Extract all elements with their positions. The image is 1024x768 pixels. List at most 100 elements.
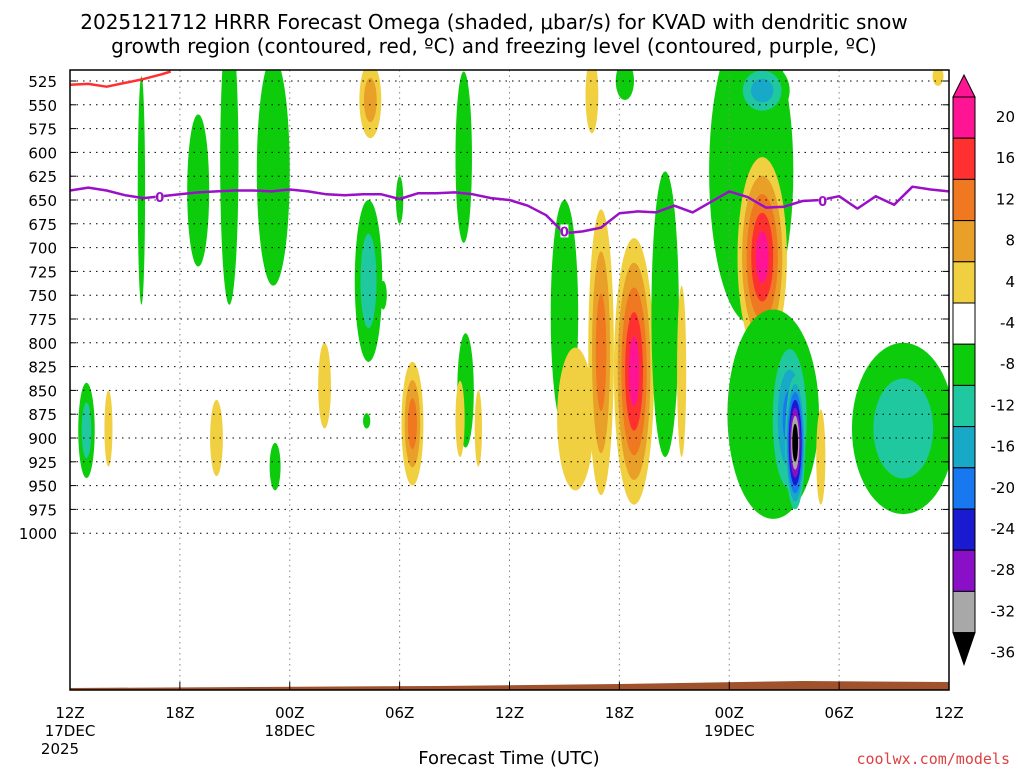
colorbar-label-9: -20	[991, 479, 1016, 497]
colorbar-box-4	[952, 261, 976, 304]
colorbar-label-5: -4	[1000, 314, 1015, 332]
y-tick-label-675: 675	[28, 216, 57, 234]
omega-feature-7-level-0	[269, 442, 281, 491]
x-tick-label-0: 12Z	[55, 704, 84, 722]
colorbar-box-2	[952, 178, 976, 222]
y-tick-label-625: 625	[28, 168, 57, 186]
x-tick-label-1: 18Z	[165, 704, 194, 722]
x-axis-title: Forecast Time (UTC)	[418, 748, 599, 768]
colorbar-box-1	[952, 137, 976, 180]
colorbar-bottom-arrow	[952, 632, 976, 667]
colorbar-box-3	[952, 220, 976, 263]
y-tick-label-775: 775	[28, 311, 57, 329]
y-tick-label-750: 750	[28, 287, 57, 305]
y-tick-label-725: 725	[28, 263, 57, 281]
omega-feature-28-level-4	[755, 231, 769, 284]
freezing-label-bg-0	[155, 190, 164, 204]
colorbar-box-11	[952, 549, 976, 592]
freezing-label-bg-1	[560, 224, 569, 238]
dgz-line	[70, 70, 172, 88]
omega-feature-20-level-0	[557, 347, 594, 491]
colorbar-box-12	[952, 590, 976, 634]
x-tick-date-0: 17DEC	[45, 722, 96, 740]
omega-feature-3-level-0	[187, 114, 210, 267]
colorbar-box-6	[952, 343, 976, 386]
colorbar-label-10: -24	[991, 520, 1016, 538]
omega-feature-0-level-1	[81, 402, 92, 459]
omega-feature-10-level-0	[363, 413, 371, 429]
colorbar-label-6: -8	[1000, 355, 1015, 373]
omega-feature-9-level-1	[360, 233, 377, 329]
chart-title-line2: growth region (contoured, red, ºC) and f…	[111, 34, 877, 58]
y-tick-label-575: 575	[28, 121, 57, 139]
colorbar-top-arrow	[952, 73, 976, 98]
y-tick-label-700: 700	[28, 240, 57, 258]
omega-feature-6-level-0	[256, 70, 290, 286]
x-tick-label-7: 06Z	[824, 704, 853, 722]
contour-lines: 0 0 0	[70, 70, 949, 240]
colorbar-label-8: -16	[991, 438, 1016, 456]
colorbar-label-7: -12	[991, 396, 1016, 414]
omega-feature-4-level-0	[210, 399, 223, 477]
x-tick-label-3: 06Z	[385, 704, 414, 722]
colorbar-box-0	[952, 96, 976, 139]
colorbar-box-7	[952, 384, 976, 428]
y-tick-label-825: 825	[28, 359, 57, 377]
freezing-level-label-0: 0	[155, 191, 164, 206]
omega-feature-11-level-1	[363, 77, 377, 123]
y-axis: 525 550 575 600 625 650 675 700 725 750 775 800 825 8…	[19, 73, 949, 543]
colorbar: 20 16 12 8 4 -4 -8 -12 -16 -20 -24 -28 -32 -36	[952, 73, 1016, 667]
y-tick-label-925: 925	[28, 454, 57, 472]
colorbar-label-11: -28	[991, 561, 1016, 579]
omega-feature-22-level-2	[595, 293, 607, 412]
y-tick-label-525: 525	[28, 73, 57, 91]
y-tick-label-975: 975	[28, 501, 57, 519]
y-tick-label-650: 650	[28, 192, 57, 210]
omega-feature-33-level-0	[816, 409, 826, 505]
x-tick-date-2: 18DEC	[264, 722, 315, 740]
freezing-level-label-2: 0	[818, 195, 827, 210]
omega-feature-26-level-0	[677, 285, 687, 458]
x-tick-date-6: 19DEC	[704, 722, 755, 740]
freezing-level-line	[70, 185, 949, 235]
credit-text: coolwx.com/models	[856, 750, 1010, 768]
omega-feature-21-level-0	[585, 70, 599, 134]
colorbar-box-8	[952, 426, 976, 469]
y-tick-label-1000: 1000	[19, 525, 57, 543]
omega-feature-24-level-4	[628, 336, 640, 406]
freezing-level-label-1: 0	[560, 225, 569, 240]
colorbar-label-0: 20	[996, 108, 1015, 126]
colorbar-label-4: 4	[1005, 273, 1015, 291]
x-tick-label-6: 00Z	[715, 704, 744, 722]
x-tick-label-8: 12Z	[934, 704, 963, 722]
x-tick-label-4: 12Z	[495, 704, 524, 722]
colorbar-label-13: -36	[991, 644, 1016, 662]
colorbar-label-12: -32	[991, 602, 1016, 620]
y-tick-label-900: 900	[28, 430, 57, 448]
omega-feature-29-level-2	[750, 78, 774, 103]
y-tick-label-550: 550	[28, 97, 57, 115]
omega-feature-23-level-0	[615, 70, 635, 101]
omega-feature-35-level-0	[932, 70, 944, 86]
x-tick-label-5: 18Z	[605, 704, 634, 722]
omega-feature-18-level-0	[474, 390, 483, 467]
y-tick-label-850: 850	[28, 382, 57, 400]
freezing-label-bg-2	[818, 193, 827, 207]
omega-feature-2-level-0	[137, 76, 146, 305]
y-tick-label-600: 600	[28, 144, 57, 162]
y-tick-label-950: 950	[28, 478, 57, 496]
omega-feature-15-level-0	[455, 71, 472, 243]
colorbar-box-10	[952, 508, 976, 551]
omega-feature-1-level-0	[104, 390, 113, 467]
colorbar-box-5	[952, 302, 976, 345]
omega-feature-25-level-0	[651, 171, 679, 458]
y-tick-label-875: 875	[28, 406, 57, 424]
omega-feature-32-level-7	[793, 431, 797, 454]
x-tick-label-2: 00Z	[275, 704, 304, 722]
omega-feature-8-level-0	[318, 342, 331, 429]
y-tick-label-800: 800	[28, 335, 57, 353]
omega-feature-5-level-0	[220, 70, 239, 305]
colorbar-label-2: 12	[996, 190, 1015, 208]
omega-feature-34-level-1	[873, 378, 934, 479]
